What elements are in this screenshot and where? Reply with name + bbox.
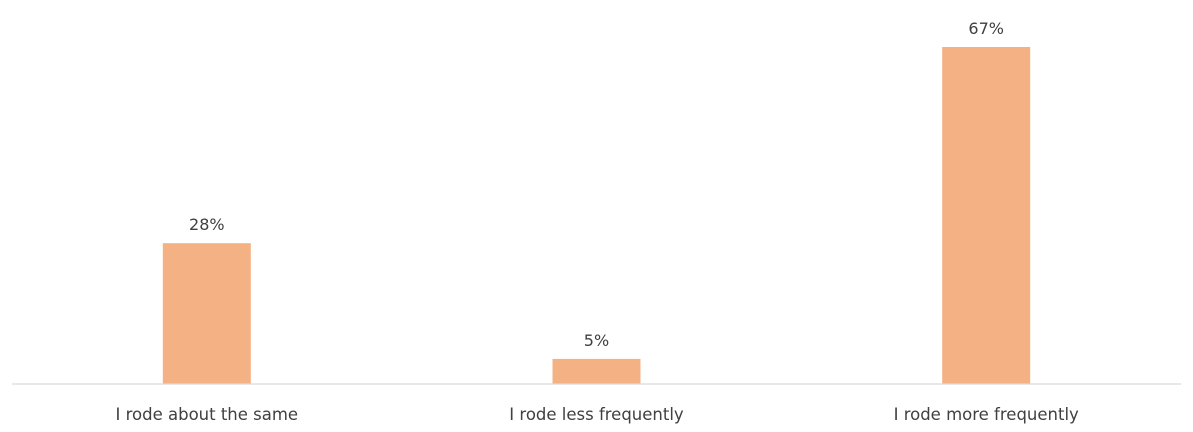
bar-i-rode-less-frequently <box>552 358 641 384</box>
category-labels-layer: I rode about the same I rode less frequen… <box>115 405 1079 424</box>
category-label-i-rode-about-the-same: I rode about the same <box>115 405 298 424</box>
data-label-i-rode-about-the-same: 28% <box>189 215 225 234</box>
data-labels-layer: 28% 5% 67% <box>189 19 1004 350</box>
category-label-i-rode-less-frequently: I rode less frequently <box>509 405 684 424</box>
bar-i-rode-about-the-same <box>162 243 251 384</box>
bars-layer <box>162 47 1031 384</box>
data-label-i-rode-more-frequently: 67% <box>968 19 1004 38</box>
category-label-i-rode-more-frequently: I rode more frequently <box>894 405 1079 424</box>
bar-i-rode-more-frequently <box>942 47 1031 384</box>
data-label-i-rode-less-frequently: 5% <box>584 331 609 350</box>
